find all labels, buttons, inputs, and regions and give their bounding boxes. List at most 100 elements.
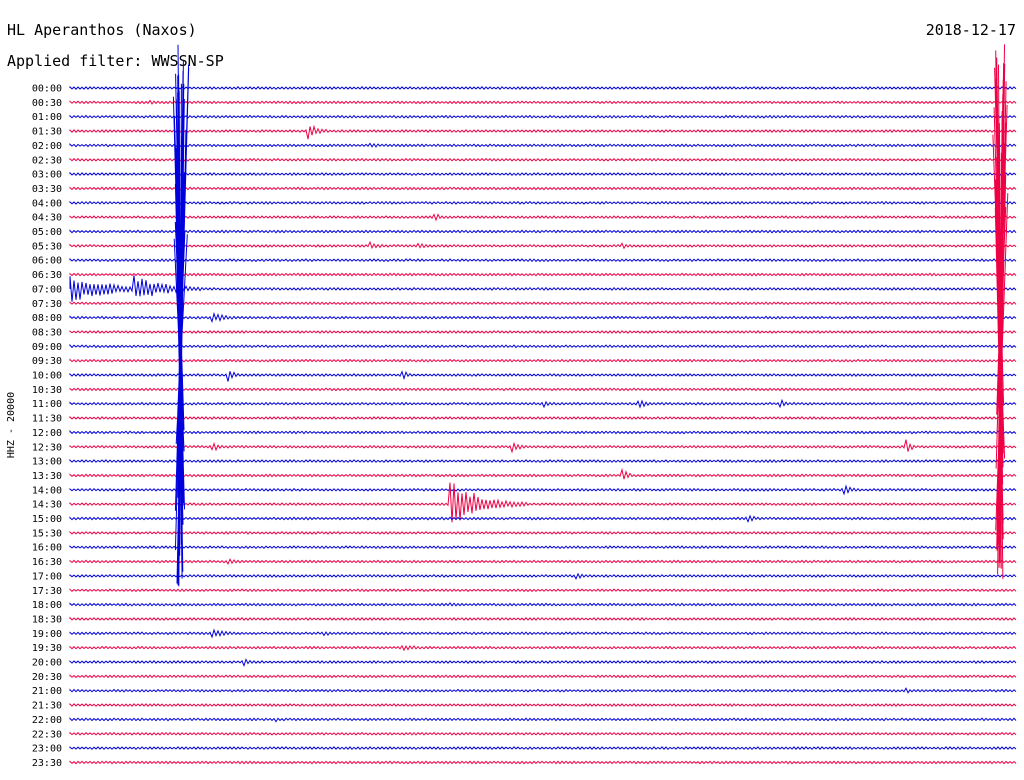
time-label: 08:30 — [32, 327, 62, 338]
trace-row — [69, 467, 1017, 480]
trace-row — [69, 124, 1017, 140]
trace-row — [69, 558, 1017, 565]
time-label: 08:00 — [32, 313, 62, 324]
time-label: 09:00 — [32, 342, 62, 353]
large-event-trace — [992, 44, 1009, 579]
trace-row — [69, 746, 1017, 751]
trace-row — [69, 644, 1017, 652]
time-label: 00:30 — [32, 98, 62, 109]
time-label: 09:30 — [32, 356, 62, 367]
trace-row — [69, 572, 1017, 580]
time-label: 15:30 — [32, 528, 62, 539]
time-label: 03:00 — [32, 170, 62, 181]
time-label: 04:00 — [32, 198, 62, 209]
trace-row — [69, 398, 1017, 409]
trace-row — [69, 171, 1017, 177]
time-label: 05:30 — [32, 241, 62, 252]
trace-row — [69, 702, 1017, 707]
trace-row — [69, 760, 1017, 765]
trace-row — [69, 229, 1017, 234]
time-label: 23:00 — [32, 744, 62, 755]
date-label: 2018-12-17 — [926, 21, 1016, 39]
large-event-trace — [172, 44, 190, 587]
trace-row — [69, 616, 1017, 621]
time-label: 22:00 — [32, 715, 62, 726]
trace-row — [69, 545, 1017, 550]
trace-row — [69, 311, 1017, 324]
time-label: 13:30 — [32, 471, 62, 482]
trace-row — [69, 530, 1017, 535]
time-label: 18:00 — [32, 600, 62, 611]
time-label: 07:30 — [32, 299, 62, 310]
trace-row — [69, 114, 1017, 119]
time-label: 10:00 — [32, 371, 62, 382]
time-label: 19:00 — [32, 629, 62, 640]
trace-row — [69, 731, 1017, 736]
time-label: 11:30 — [32, 414, 62, 425]
trace-row — [69, 330, 1017, 334]
trace-row — [69, 343, 1017, 349]
time-label: 21:00 — [32, 686, 62, 697]
trace-row — [69, 213, 1017, 222]
trace-row — [69, 142, 1017, 148]
time-label: 12:00 — [32, 428, 62, 439]
time-label: 00:00 — [32, 84, 62, 95]
trace-row — [69, 484, 1017, 496]
trace-group — [69, 85, 1017, 765]
trace-row — [69, 358, 1017, 363]
trace-row — [69, 157, 1017, 162]
trace-row — [69, 602, 1017, 607]
time-label-group: 00:00 00:30 01:00 01:30 02:00 02:30 03:00 03:30… — [32, 84, 62, 769]
trace-row — [69, 588, 1017, 593]
y-axis-label: HHZ - 20000 — [6, 392, 17, 458]
trace-row — [69, 240, 1017, 250]
trace-row — [69, 275, 1017, 302]
time-label: 18:30 — [32, 614, 62, 625]
time-label: 19:30 — [32, 643, 62, 654]
time-label: 23:30 — [32, 758, 62, 769]
trace-row — [69, 717, 1017, 723]
time-label: 16:30 — [32, 557, 62, 568]
time-label: 06:00 — [32, 256, 62, 267]
time-label: 11:00 — [32, 399, 62, 410]
trace-row — [69, 301, 1017, 306]
time-label: 10:30 — [32, 385, 62, 396]
trace-row — [69, 514, 1017, 524]
time-label: 02:00 — [32, 141, 62, 152]
time-label: 16:00 — [32, 543, 62, 554]
time-label: 03:30 — [32, 184, 62, 195]
time-label: 21:30 — [32, 701, 62, 712]
time-label: 05:00 — [32, 227, 62, 238]
trace-row — [69, 439, 1017, 454]
trace-row — [69, 99, 1017, 105]
trace-row — [69, 687, 1017, 694]
time-label: 14:00 — [32, 485, 62, 496]
trace-row — [69, 387, 1017, 392]
trace-row — [69, 658, 1017, 668]
time-label: 01:30 — [32, 127, 62, 138]
trace-row — [69, 482, 1017, 523]
time-label: 02:30 — [32, 155, 62, 166]
time-label: 22:30 — [32, 729, 62, 740]
trace-row — [69, 200, 1017, 205]
time-label: 20:00 — [32, 658, 62, 669]
time-label: 20:30 — [32, 672, 62, 683]
trace-row — [69, 186, 1017, 191]
station-title: HL Aperanthos (Naxos) — [7, 21, 197, 39]
filter-label: Applied filter: WWSSN-SP — [7, 52, 224, 70]
large-event-group — [172, 44, 1009, 587]
trace-row — [69, 430, 1017, 435]
time-label: 07:00 — [32, 284, 62, 295]
trace-row — [69, 257, 1017, 263]
time-label: 06:30 — [32, 270, 62, 281]
trace-row — [69, 272, 1017, 277]
time-label: 14:30 — [32, 500, 62, 511]
trace-row — [69, 628, 1017, 639]
time-label: 17:30 — [32, 586, 62, 597]
time-label: 15:00 — [32, 514, 62, 525]
time-label: 12:30 — [32, 442, 62, 453]
trace-row — [69, 415, 1017, 420]
trace-row — [69, 674, 1017, 679]
trace-row — [69, 370, 1017, 382]
